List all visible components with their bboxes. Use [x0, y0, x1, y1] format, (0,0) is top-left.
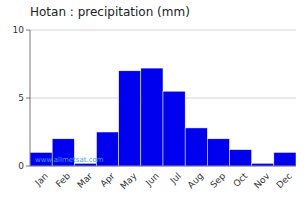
x-tick-label: Oct	[231, 171, 249, 189]
y-tick	[26, 166, 30, 167]
y-tick-label: 0	[18, 161, 24, 171]
x-tick-label: Jan	[32, 171, 50, 189]
title: Hotan : precipitation (mm)	[30, 5, 190, 19]
y-tick-label: 10	[13, 25, 25, 35]
x-tick-label: Apr	[98, 171, 116, 189]
bar	[252, 163, 274, 166]
watermark: www.allmetsat.com	[35, 156, 104, 164]
x-tick-label: Dec	[274, 171, 293, 190]
bars	[30, 68, 296, 166]
y-axis-line	[30, 30, 31, 166]
x-axis-line	[30, 166, 296, 167]
x-axis: JanFebMarAprMayJun JulAugSepOctNovDec	[32, 170, 293, 191]
x-tick-label: Feb	[54, 171, 73, 190]
chart-container: Hotan : precipitation (mm)0510JanFebMarA…	[0, 0, 306, 200]
x-tick-label: May	[118, 170, 139, 191]
chart: Hotan : precipitation (mm)0510JanFebMarA…	[0, 0, 306, 200]
bar	[274, 152, 296, 166]
grid	[30, 30, 296, 166]
x-tick-label: Jul	[168, 171, 183, 186]
bar	[207, 139, 229, 166]
x-tick-label: Sep	[208, 171, 227, 190]
y-axis: 0 5 10	[13, 25, 30, 171]
y-tick-label: 5	[18, 93, 24, 103]
y-tick	[26, 30, 30, 31]
x-tick-label: Aug	[186, 171, 206, 191]
grid-line	[30, 166, 296, 167]
grid-line	[30, 30, 296, 31]
bar	[185, 128, 207, 166]
bar	[230, 150, 252, 166]
bar	[141, 68, 163, 166]
x-tick-label: Mar	[75, 171, 94, 190]
bar	[163, 91, 185, 166]
y-tick	[26, 98, 30, 99]
x-tick-label: Jun	[143, 171, 161, 189]
bar	[119, 71, 141, 166]
x-tick-label: Nov	[252, 170, 272, 190]
